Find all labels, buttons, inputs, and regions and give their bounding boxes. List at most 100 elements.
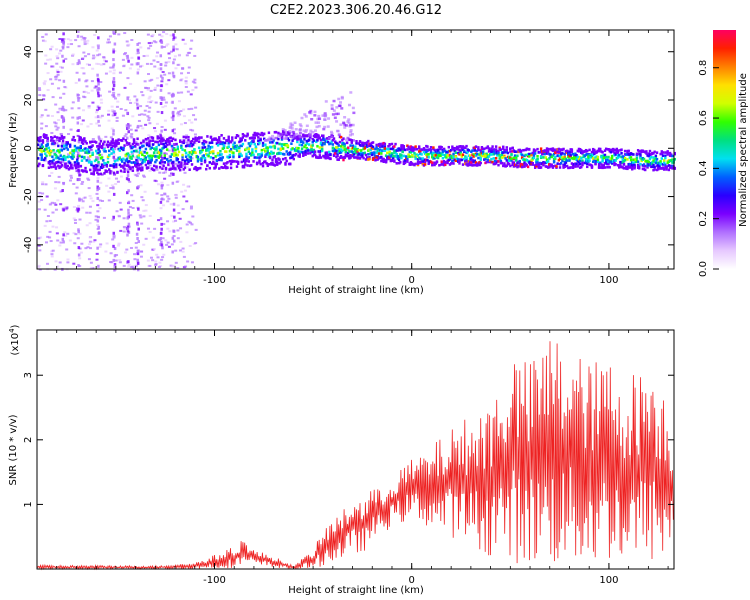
spectrogram-ridge-cell — [199, 166, 202, 170]
spectrogram-ridge-cell — [464, 159, 467, 163]
spectrogram-noise-cell — [153, 227, 157, 230]
spectrogram-ridge-cell — [97, 148, 100, 151]
spectrogram-noise-cell — [119, 175, 123, 178]
spectrogram-ridge-cell — [313, 150, 317, 153]
spectrogram-noise-cell — [53, 268, 57, 271]
spectrogram-ridge-cell — [297, 147, 300, 150]
spectrogram-ytick-label: 40 — [23, 45, 34, 58]
spectrogram-ridge-cell — [216, 151, 220, 155]
spectrogram-ridge-cell — [343, 143, 346, 146]
spectrogram-ridge-cell — [150, 146, 153, 150]
spectrogram-ridge-cell — [290, 142, 293, 145]
spectrogram-streak-cell — [76, 154, 80, 158]
spectrogram-ridge-cell — [54, 153, 58, 157]
spectrogram-ridge-cell — [524, 153, 527, 157]
spectrogram-ridge-cell — [104, 162, 107, 165]
spectrogram-ridge-cell — [421, 157, 424, 160]
spectrogram-streak-cell — [125, 177, 129, 181]
spectrogram-noise-cell — [139, 216, 143, 219]
spectrogram-streak-cell — [136, 160, 139, 164]
spectrogram-ridge-cell — [277, 147, 280, 151]
spectrogram-noise-cell — [139, 255, 143, 258]
spectrogram-ridge-cell — [67, 155, 71, 158]
spectrogram-ridge-cell — [274, 130, 278, 134]
spectrogram-ridge-cell — [546, 160, 550, 163]
spectrogram-ridge-cell — [50, 149, 53, 153]
spectrogram-noise-cell — [97, 124, 101, 127]
spectrogram-ridge-cell — [67, 167, 71, 171]
spectrogram-noise-cell — [82, 72, 86, 75]
spectrogram-noise-cell — [59, 65, 63, 68]
spectrogram-noise-cell — [69, 162, 73, 165]
spectrogram-ridge-cell — [100, 144, 104, 148]
spectrogram-ridge-cell — [512, 161, 516, 164]
spectrogram-ridge-cell — [454, 155, 458, 158]
spectrogram-ridge-cell — [504, 157, 507, 160]
spectrogram-ridge-cell — [216, 143, 220, 147]
spectrogram-streak-cell — [60, 107, 64, 111]
spectrogram-noise-cell — [167, 72, 171, 75]
spectrogram-noise-cell — [185, 140, 189, 143]
spectrogram-noise-cell — [40, 114, 44, 117]
spectrogram-plume-cell — [323, 125, 327, 129]
spectrogram-ridge-cell — [434, 154, 437, 157]
spectrogram-ridge-cell — [590, 155, 594, 158]
spectrogram-ridge-cell — [161, 160, 164, 164]
spectrogram-noise-cell — [84, 247, 88, 250]
spectrogram-noise-cell — [185, 200, 189, 203]
spectrogram-ridge-cell — [631, 167, 634, 171]
spectrogram-ridge-cell — [673, 166, 677, 170]
spectrogram-ridge-cell — [580, 165, 583, 169]
spectrogram-ridge-cell — [98, 168, 101, 172]
spectrogram-ridge-cell — [315, 135, 318, 138]
spectrogram-noise-cell — [96, 44, 100, 47]
spectrogram-noise-cell — [134, 174, 138, 177]
spectrogram-noise-cell — [170, 243, 174, 246]
spectrogram-ridge-cell — [122, 148, 125, 152]
spectrogram-noise-cell — [48, 174, 52, 177]
spectrogram-ridge-cell — [200, 136, 203, 139]
snr-series-line — [36, 341, 674, 571]
spectrogram-noise-cell — [86, 156, 90, 159]
spectrogram-ridge-cell — [439, 154, 442, 157]
spectrogram-plume-cell — [324, 100, 328, 103]
spectrogram-ridge-cell — [128, 142, 131, 145]
spectrogram-noise-cell — [50, 45, 54, 48]
spectrogram-ridge-cell — [358, 140, 362, 144]
spectrogram-noise-cell — [134, 141, 138, 144]
spectrogram-ridge-cell — [349, 156, 352, 159]
spectrogram-ridge-cell — [162, 138, 165, 142]
spectrogram-ridge-cell — [37, 164, 40, 168]
spectrogram-ridge-cell — [528, 148, 531, 151]
spectrogram-ridge-cell — [57, 149, 60, 152]
spectrogram-noise-cell — [41, 183, 45, 186]
spectrogram-noise-cell — [87, 92, 91, 95]
spectrogram-frame — [36, 29, 675, 270]
spectrogram-ridge-cell — [126, 152, 130, 155]
spectrogram-noise-cell — [51, 225, 55, 228]
spectrogram-noise-cell — [89, 261, 93, 264]
spectrogram-noise-cell — [56, 199, 60, 202]
spectrogram-plume-cell — [345, 138, 349, 141]
spectrogram-plume-cell — [267, 138, 271, 142]
spectrogram-ridge-cell — [381, 145, 384, 148]
spectrogram-noise-cell — [151, 236, 155, 239]
spectrogram-ridge-cell — [316, 139, 319, 142]
spectrogram-plume-cell — [292, 130, 296, 134]
spectrogram-ridge-cell — [390, 152, 394, 155]
spectrogram-ridge-cell — [151, 143, 155, 146]
spectrogram-ridge-cell — [532, 156, 536, 160]
spectrogram-noise-cell — [190, 121, 194, 124]
spectrogram-plume-cell — [314, 121, 318, 124]
spectrogram-noise-cell — [63, 231, 67, 234]
spectrogram-ridge-cell — [588, 159, 591, 162]
spectrogram-noise-cell — [83, 196, 87, 199]
spectrogram-noise-cell — [56, 126, 60, 129]
spectrogram-ridge-cell — [336, 146, 339, 149]
spectrogram-ridge-cell — [227, 137, 230, 141]
spectrogram-ridge-cell — [440, 145, 443, 149]
spectrogram-ridge-cell — [334, 140, 337, 143]
spectrogram-ridge-cell — [565, 159, 569, 162]
spectrogram-ridge-cell — [167, 160, 170, 163]
spectrogram-noise-cell — [133, 253, 137, 256]
